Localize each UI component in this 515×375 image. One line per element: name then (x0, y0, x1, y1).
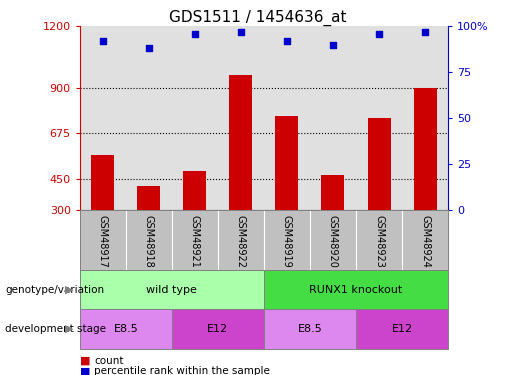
Bar (91, 155, 114, 271)
Text: RUNX1 knockout: RUNX1 knockout (310, 285, 403, 295)
Bar (414, 87, 437, 271)
Point (329, 42, 337, 48)
Text: ■: ■ (80, 356, 90, 366)
Bar (356, 309, 448, 349)
Text: GSM48924: GSM48924 (420, 215, 430, 268)
Bar (80, 270, 264, 309)
Text: wild type: wild type (146, 285, 197, 295)
Text: ▶: ▶ (65, 324, 74, 334)
Text: GSM48917: GSM48917 (98, 215, 108, 268)
Text: E12: E12 (208, 324, 229, 334)
Text: GSM48918: GSM48918 (144, 215, 154, 267)
Text: E8.5: E8.5 (113, 324, 138, 334)
Text: ■: ■ (80, 366, 90, 375)
Text: GSM48919: GSM48919 (282, 215, 292, 267)
Text: E12: E12 (391, 324, 413, 334)
Bar (368, 118, 390, 271)
Bar (183, 171, 207, 271)
Bar (276, 116, 299, 271)
Point (421, 29, 429, 35)
Text: GSM48923: GSM48923 (374, 215, 384, 268)
Text: GDS1511 / 1454636_at: GDS1511 / 1454636_at (169, 9, 346, 26)
Point (283, 38, 291, 44)
Bar (264, 309, 356, 349)
Bar (229, 75, 252, 271)
Point (191, 31, 199, 37)
Point (375, 31, 383, 37)
Bar (172, 309, 264, 349)
Text: GSM48921: GSM48921 (190, 215, 200, 268)
Point (237, 29, 245, 35)
Bar (80, 309, 172, 349)
Text: count: count (94, 356, 124, 366)
Text: GSM48922: GSM48922 (236, 215, 246, 268)
Text: genotype/variation: genotype/variation (5, 285, 104, 295)
Text: development stage: development stage (5, 324, 106, 334)
Text: E8.5: E8.5 (298, 324, 322, 334)
Point (145, 45, 153, 51)
Text: percentile rank within the sample: percentile rank within the sample (94, 366, 270, 375)
Text: ▶: ▶ (65, 285, 74, 295)
Point (99, 38, 107, 44)
Text: GSM48920: GSM48920 (328, 215, 338, 268)
Bar (321, 175, 345, 271)
Bar (264, 270, 448, 309)
Bar (138, 186, 160, 271)
